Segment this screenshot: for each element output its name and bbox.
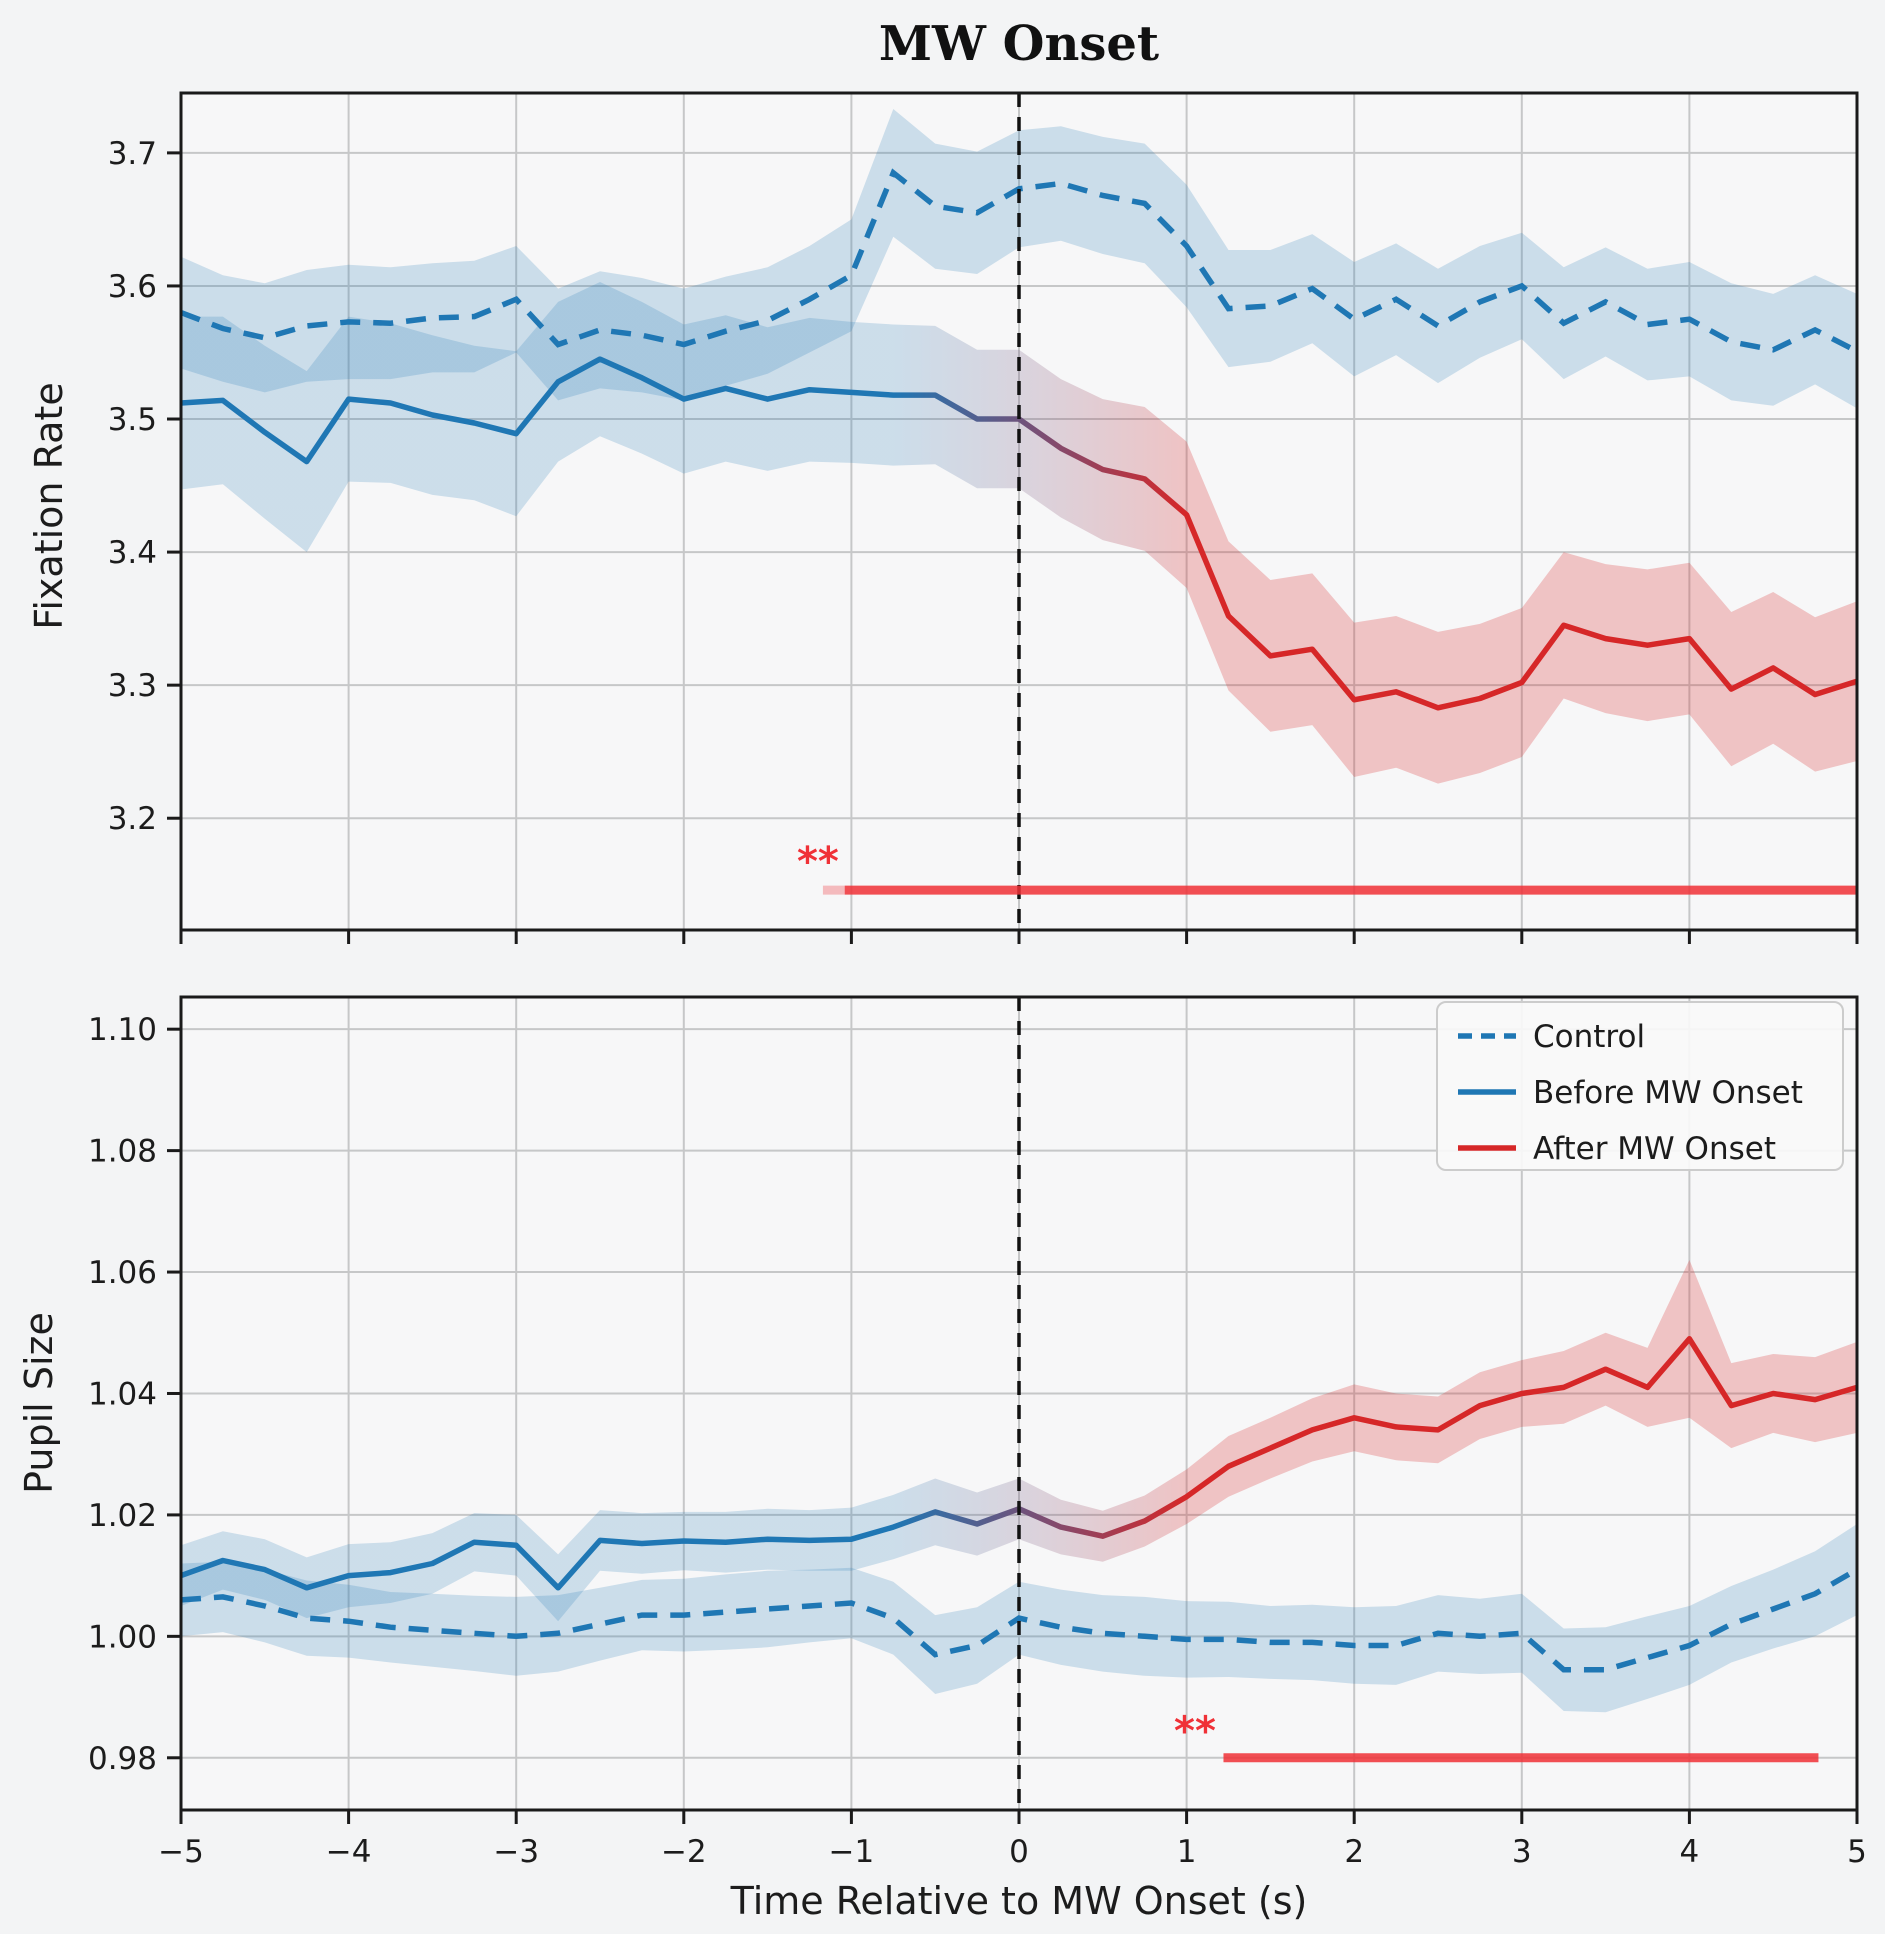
legend-box: [1436, 1001, 1844, 1171]
y-tick-label: 3.3: [108, 668, 157, 704]
y-tick-label: 1.04: [88, 1376, 157, 1412]
control-line: [180, 168, 1859, 354]
y-tick-label: 1.10: [88, 1012, 157, 1048]
figure-title: MW Onset: [879, 16, 1159, 72]
x-tick-label: −1: [829, 1834, 875, 1870]
axis-ticks: 3.2 3.3 3.4 3.5 3.6 3.7: [108, 136, 1859, 944]
fixation-rate-ylabel: Fixation Rate: [27, 382, 71, 629]
mw-confidence-band: [181, 1259, 1857, 1622]
significance-marker: **: [797, 839, 1857, 895]
legend: Control Before MW Onset After MW Onset: [1436, 1001, 1844, 1171]
y-tick-label: 3.2: [108, 801, 157, 837]
fixation-rate-plot: ** 3.2 3.3 3.4 3.5 3.6 3.7: [108, 91, 1859, 944]
control-line: [180, 1567, 1859, 1673]
y-tick-label: 3.4: [108, 535, 157, 571]
legend-label-control: Control: [1533, 1019, 1645, 1055]
legend-label-after: After MW Onset: [1533, 1131, 1776, 1167]
significance-marker: **: [1174, 1708, 1819, 1763]
x-tick-label: −2: [661, 1834, 707, 1870]
y-tick-label: 3.5: [108, 402, 157, 438]
significance-stars: **: [797, 839, 839, 885]
x-axis-label: Time Relative to MW Onset (s): [730, 1879, 1308, 1923]
x-tick-label: 2: [1344, 1834, 1364, 1870]
x-tick-label: −5: [158, 1834, 204, 1870]
confidence-bands: [181, 109, 1857, 784]
x-tick-label: 3: [1512, 1834, 1532, 1870]
legend-label-before: Before MW Onset: [1533, 1075, 1803, 1111]
x-tick-label: 0: [1009, 1834, 1029, 1870]
mw-confidence-band: [181, 282, 1857, 784]
y-tick-label: 1.02: [88, 1498, 157, 1534]
y-tick-label: 3.7: [108, 136, 157, 172]
x-tick-label: −4: [326, 1834, 372, 1870]
x-tick-label: 5: [1847, 1834, 1867, 1870]
mw-line: [180, 356, 1858, 711]
y-tick-label: 1.06: [88, 1255, 157, 1291]
pupil-size-ylabel: Pupil Size: [17, 1312, 61, 1494]
axis-ticks: 0.98 1.00 1.02 1.04 1.06 1.08 1.10 −5 −4 −3 −2 −1 0 1…: [88, 1012, 1867, 1870]
x-tick-label: 4: [1680, 1834, 1700, 1870]
x-tick-label: 1: [1177, 1834, 1197, 1870]
y-tick-label: 1.00: [88, 1619, 157, 1655]
significance-stars: **: [1174, 1708, 1216, 1754]
y-tick-label: 3.6: [108, 269, 157, 305]
x-tick-label: −3: [493, 1834, 539, 1870]
y-tick-label: 0.98: [88, 1741, 157, 1777]
y-tick-label: 1.08: [88, 1134, 157, 1170]
